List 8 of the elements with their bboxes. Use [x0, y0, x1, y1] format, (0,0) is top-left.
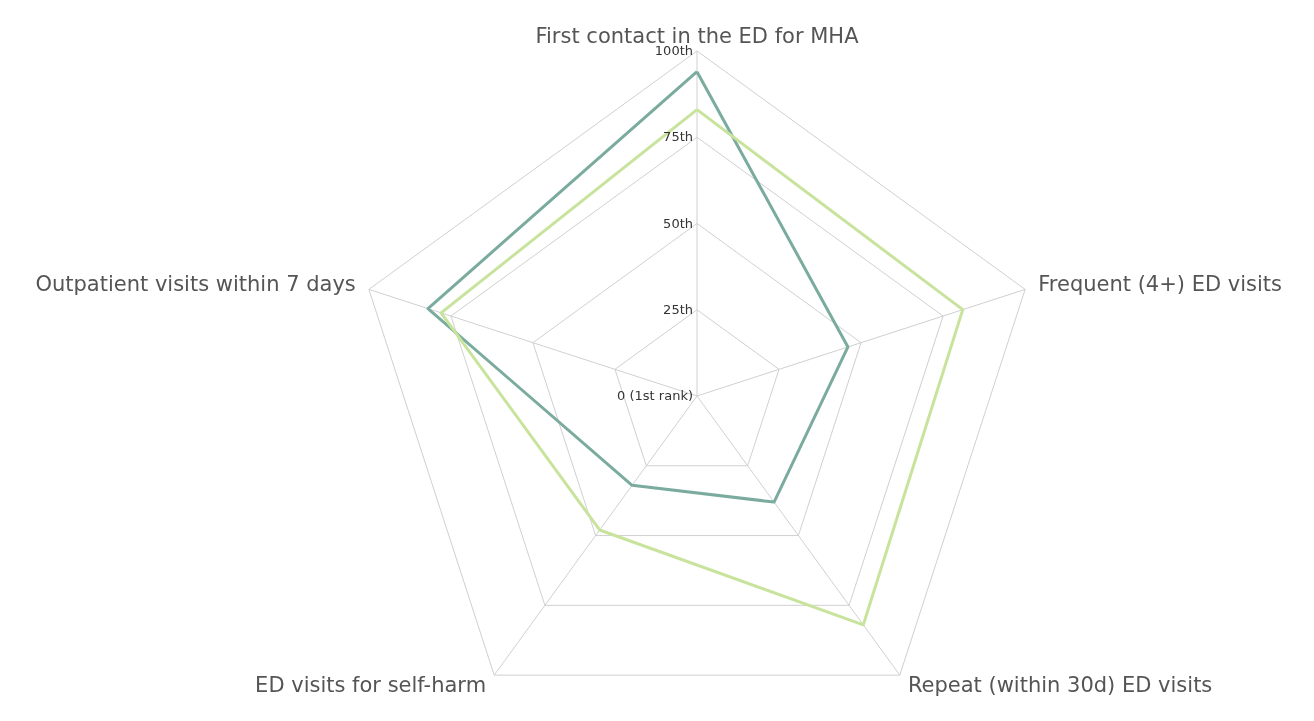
spoke-label: Repeat (within 30d) ED visits	[907, 673, 1213, 698]
spoke-label: Frequent (4+) ED visits	[1038, 272, 1283, 297]
y-tick-label: 0 (1st rank)	[617, 388, 693, 403]
spoke-label: ED visits for self-harm	[255, 673, 487, 698]
y-tick-label: 75th	[663, 129, 693, 145]
spoke-label: Outpatient visits within 7 days	[35, 272, 356, 297]
y-tick-label: 50th	[663, 215, 693, 231]
y-tick-label: 25th	[663, 301, 693, 317]
